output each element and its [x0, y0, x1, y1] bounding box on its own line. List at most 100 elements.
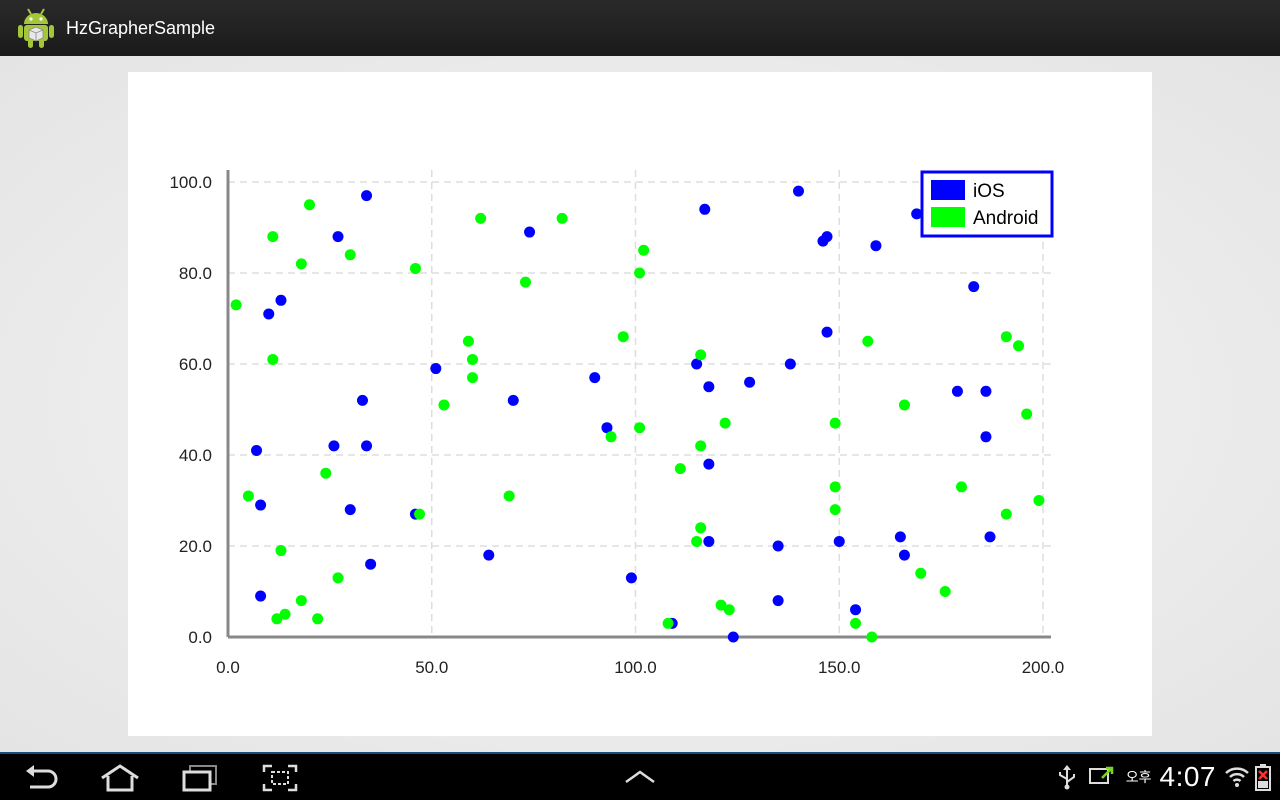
- screen-mirroring-icon: [1088, 766, 1113, 784]
- data-point-ios: [850, 604, 862, 616]
- data-point-ios: [430, 363, 442, 375]
- data-point-ios: [255, 590, 267, 602]
- data-point-android: [1021, 408, 1033, 420]
- data-point-android: [956, 481, 967, 493]
- data-point-ios: [691, 358, 703, 370]
- y-tick-label: 0.0: [188, 628, 212, 647]
- data-point-android: [409, 262, 421, 274]
- data-point-android: [332, 572, 344, 584]
- data-point-android: [230, 299, 242, 311]
- x-tick-label: 0.0: [216, 658, 240, 677]
- data-point-android: [475, 212, 487, 224]
- data-point-ios: [898, 549, 910, 561]
- data-point-android: [320, 467, 332, 479]
- status-area: 오후 4:07: [1056, 754, 1280, 800]
- data-point-android: [634, 422, 646, 434]
- legend-swatch-ios: [931, 180, 965, 200]
- data-point-ios: [980, 431, 992, 443]
- data-point-android: [295, 258, 307, 270]
- data-point-ios: [703, 381, 715, 393]
- ampm-label: 오후: [1125, 769, 1152, 785]
- data-point-android: [850, 617, 862, 629]
- data-point-android: [519, 276, 531, 288]
- data-point-android: [695, 522, 707, 534]
- data-point-android: [275, 545, 287, 557]
- data-point-ios: [483, 549, 495, 561]
- data-point-ios: [365, 558, 377, 570]
- data-point-android: [695, 349, 707, 361]
- data-point-android: [344, 249, 356, 261]
- data-point-ios: [894, 531, 906, 543]
- data-point-ios: [356, 394, 368, 406]
- data-point-ios: [251, 444, 263, 456]
- data-point-ios: [328, 440, 340, 452]
- data-point-ios: [727, 631, 739, 643]
- y-tick-label: 40.0: [179, 446, 212, 465]
- usb-icon: [1058, 765, 1075, 790]
- data-point-ios: [968, 281, 980, 293]
- data-point-ios: [833, 535, 845, 547]
- data-point-android: [674, 463, 686, 475]
- content-area: 0.0 50.0 100.0 150.0 200.0 0.0 20.0 40.0 60.0 80.…: [0, 56, 1280, 752]
- data-point-android: [467, 372, 478, 384]
- data-point-android: [414, 508, 426, 520]
- android-robot-icon[interactable]: [16, 6, 56, 50]
- data-point-android: [295, 595, 307, 607]
- data-point-ios: [255, 499, 267, 511]
- data-point-android: [862, 335, 874, 347]
- data-point-ios: [275, 294, 287, 306]
- y-tick-label: 100.0: [169, 173, 212, 192]
- data-point-android: [715, 599, 727, 611]
- data-point-android: [1013, 340, 1025, 352]
- data-point-android: [267, 353, 279, 365]
- data-point-ios: [984, 531, 996, 543]
- data-point-android: [438, 399, 450, 411]
- data-point-android: [267, 231, 279, 243]
- data-point-android: [638, 244, 650, 256]
- data-point-ios: [870, 240, 882, 252]
- data-point-android: [915, 567, 927, 579]
- data-point-ios: [744, 376, 756, 388]
- scatter-chart: 0.0 50.0 100.0 150.0 200.0 0.0 20.0 40.0 60.0 80.…: [169, 170, 1064, 677]
- data-point-android: [866, 631, 878, 643]
- data-point-ios: [793, 185, 804, 197]
- data-point-android: [898, 399, 910, 411]
- data-point-ios: [344, 504, 356, 516]
- back-icon[interactable]: [22, 762, 62, 794]
- data-point-android: [617, 331, 629, 343]
- data-point-ios: [524, 226, 536, 238]
- chart-card: 0.0 50.0 100.0 150.0 200.0 0.0 20.0 40.0 60.0 80.…: [128, 72, 1152, 736]
- chevron-up-icon[interactable]: [622, 768, 658, 788]
- battery-icon: [1255, 764, 1271, 791]
- data-point-android: [605, 431, 617, 443]
- data-point-android: [1000, 508, 1012, 520]
- recent-apps-icon[interactable]: [180, 762, 220, 794]
- screenshot-icon[interactable]: [260, 762, 300, 794]
- data-point-android: [695, 440, 707, 452]
- system-nav-bar: 오후 4:07: [0, 752, 1280, 800]
- app-title: HzGrapherSample: [66, 17, 216, 38]
- data-point-ios: [361, 440, 373, 452]
- data-point-android: [312, 613, 324, 625]
- home-icon[interactable]: [98, 762, 142, 794]
- y-tick-label: 80.0: [179, 264, 212, 283]
- data-point-android: [556, 212, 568, 224]
- data-point-android: [691, 535, 703, 547]
- data-point-android: [662, 617, 674, 629]
- data-point-android: [829, 504, 841, 516]
- legend-label-android: Android: [973, 208, 1039, 229]
- data-point-ios: [625, 572, 637, 584]
- data-point-ios: [821, 326, 833, 338]
- data-point-ios: [589, 372, 601, 384]
- data-point-ios: [784, 358, 796, 370]
- data-point-ios: [263, 308, 275, 320]
- data-point-android: [279, 608, 291, 620]
- data-point-android: [634, 267, 646, 279]
- x-tick-label: 150.0: [818, 658, 861, 677]
- data-point-android: [304, 199, 315, 211]
- x-tick-label: 50.0: [415, 658, 448, 677]
- data-point-android: [719, 417, 731, 429]
- data-point-android: [829, 481, 841, 493]
- data-point-android: [503, 490, 515, 502]
- data-point-ios: [951, 385, 963, 397]
